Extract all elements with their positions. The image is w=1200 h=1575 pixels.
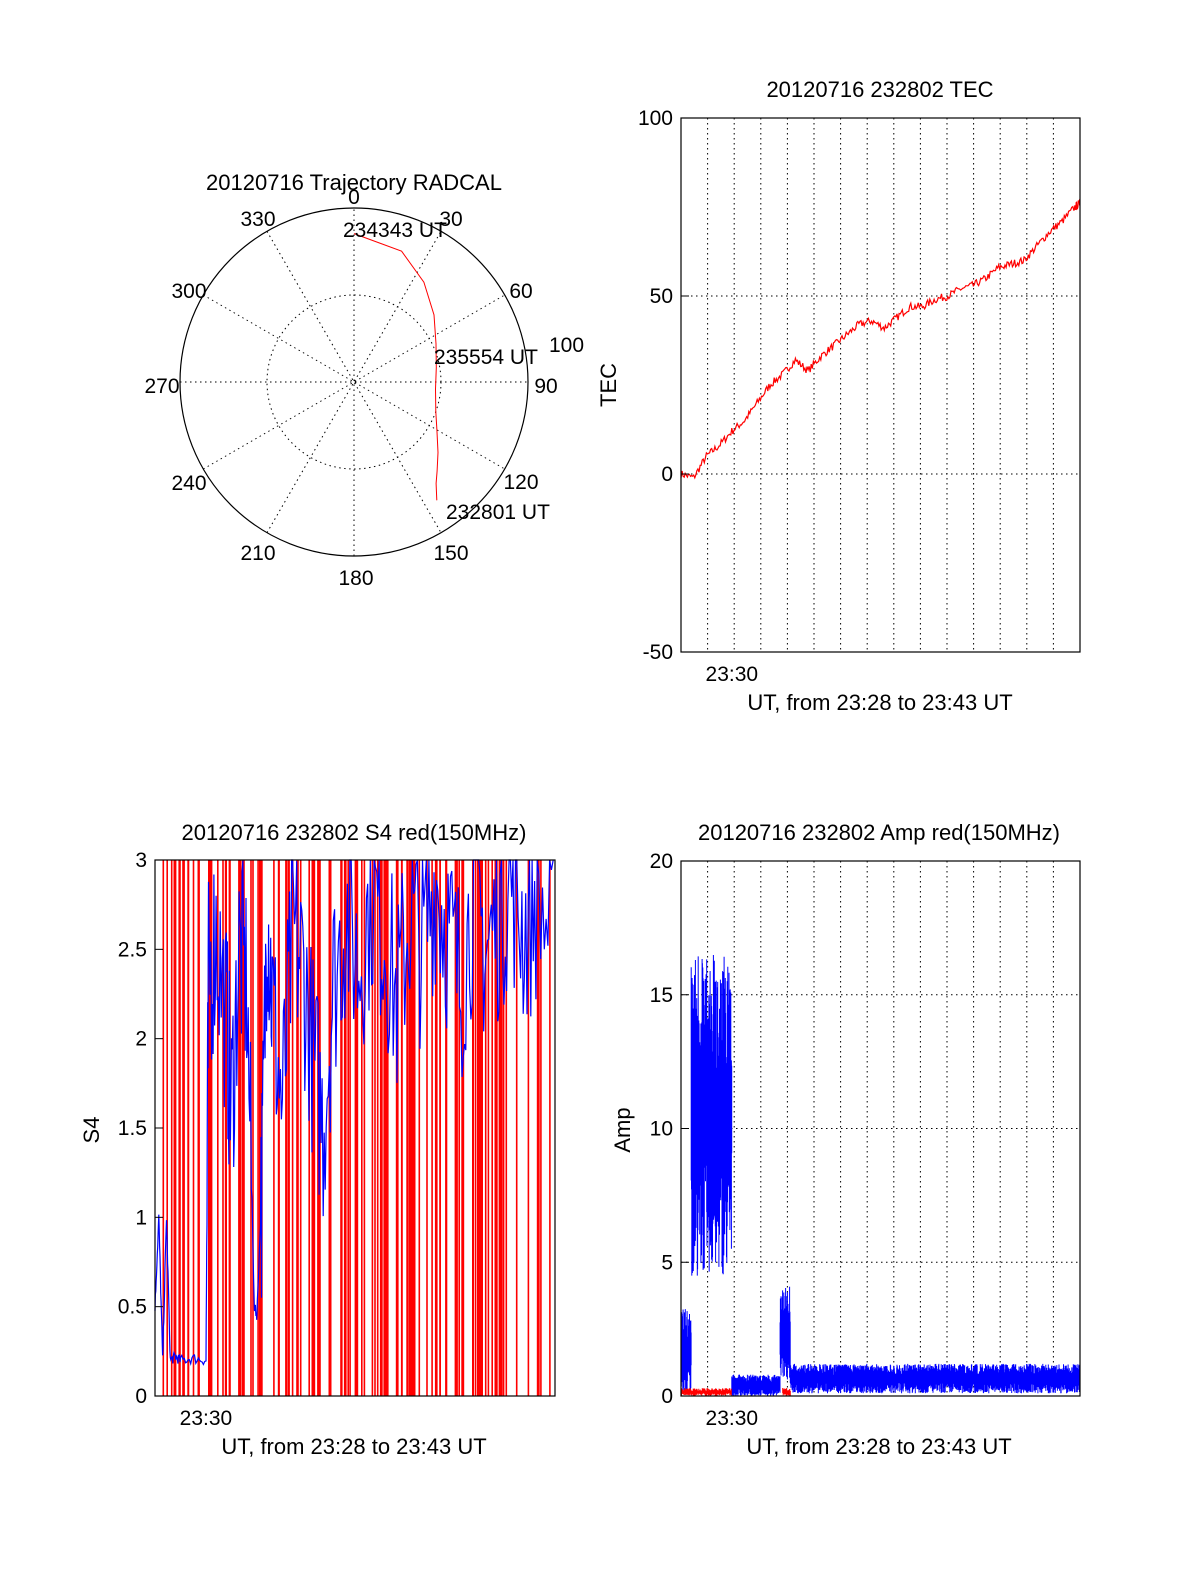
polar-annotation-start: 234343 UT	[343, 219, 447, 242]
y-tick-label: 0	[135, 1385, 147, 1408]
y-tick-label: 3	[135, 849, 147, 872]
amp-series-trace	[782, 1388, 791, 1396]
tec-xlabel: UT, from 23:28 to 23:43 UT	[747, 690, 1012, 715]
polar-angle-label: 90	[534, 375, 557, 398]
s4-plot: 20120716 232802 S4 red(150MHz) 3 2.5 2 1.5 1…	[79, 820, 556, 1459]
y-tick-label: 15	[650, 984, 673, 1007]
tec-ylabel: TEC	[596, 363, 621, 407]
tec-frame	[680, 117, 1081, 653]
polar-angle-label: 210	[240, 542, 275, 565]
s4-ylabel: S4	[79, 1117, 104, 1144]
polar-angle-label: 60	[509, 280, 532, 303]
polar-angle-label: 300	[171, 280, 206, 303]
polar-trajectory-line	[353, 233, 439, 501]
polar-angle-label: 120	[503, 471, 538, 494]
s4-yticks: 3 2.5 2 1.5 1 0.5 0	[118, 849, 163, 1408]
x-tick-label: 23:30	[706, 663, 759, 686]
polar-angle-label: 180	[338, 567, 373, 590]
amp-series-trace	[690, 955, 733, 1276]
y-tick-label: 0.5	[118, 1296, 147, 1319]
x-tick-label: 23:30	[180, 1407, 233, 1430]
y-tick-label: 100	[638, 107, 673, 130]
tec-xticks: 23:30	[706, 663, 759, 686]
s4-red-spikes-path	[162, 860, 551, 1396]
s4-xticks: 23:30	[180, 1407, 233, 1430]
y-tick-label: 0	[661, 1385, 673, 1408]
s4-xlabel: UT, from 23:28 to 23:43 UT	[221, 1434, 486, 1459]
amp-ylabel: Amp	[610, 1107, 635, 1152]
y-tick-label: 20	[650, 850, 673, 873]
s4-blue-series-line	[154, 859, 554, 1367]
tec-title: 20120716 232802 TEC	[766, 77, 993, 102]
y-tick-label: 10	[650, 1118, 673, 1141]
polar-angle-label: 330	[240, 208, 275, 231]
y-tick-label: 5	[661, 1251, 673, 1274]
polar-radius-label: 100	[549, 334, 584, 357]
amp-series-trace	[731, 1374, 781, 1396]
polar-angle-label: 270	[144, 375, 179, 398]
polar-angle-label: 240	[171, 472, 206, 495]
polar-spokes	[180, 208, 528, 556]
polar-trajectory-plot: 20120716 Trajectory RADCAL 0 30 60 90 120 150…	[144, 170, 584, 590]
amp-title: 20120716 232802 Amp red(150MHz)	[698, 820, 1060, 845]
polar-angle-labels: 0 30 60 90 120 150 180 210 240 270 300 330	[144, 186, 557, 590]
tec-series-line	[680, 198, 1081, 480]
s4-red-spikes	[162, 860, 551, 1396]
polar-inner-circle	[266, 294, 442, 470]
y-tick-label: 0	[661, 463, 673, 486]
amp-xticks: 23:30	[706, 1407, 759, 1430]
amp-series-trace	[680, 1388, 732, 1396]
amp-grid	[681, 861, 1080, 1396]
x-tick-label: 23:30	[706, 1407, 759, 1430]
y-tick-label: 1.5	[118, 1117, 147, 1140]
polar-spoke	[266, 231, 442, 533]
y-tick-label: -50	[643, 641, 673, 664]
amp-series-trace	[789, 1363, 1081, 1394]
amp-xlabel: UT, from 23:28 to 23:43 UT	[746, 1434, 1011, 1459]
y-tick-label: 2.5	[118, 938, 147, 961]
y-tick-label: 50	[650, 285, 673, 308]
polar-title: 20120716 Trajectory RADCAL	[206, 170, 502, 195]
polar-annotation-mid: 235554 UT	[434, 346, 538, 369]
polar-angle-label: 150	[433, 542, 468, 565]
polar-angle-label: 0	[348, 186, 360, 209]
amp-plot: 20120716 232802 Amp red(150MHz) 20 15 10 5 0…	[610, 820, 1081, 1459]
amp-series-trace	[680, 1309, 692, 1394]
polar-spoke	[203, 294, 505, 470]
polar-angle-label: 30	[439, 208, 462, 231]
tec-yticks: 100 50 0 -50	[638, 107, 689, 664]
s4-title: 20120716 232802 S4 red(150MHz)	[182, 820, 527, 845]
polar-annotation-end: 232801 UT	[446, 501, 550, 524]
amp-series-trace	[779, 1286, 791, 1380]
polar-spoke	[266, 231, 442, 533]
amp-blue-series	[680, 955, 1081, 1396]
amp-yticks: 20 15 10 5 0	[650, 850, 689, 1408]
tec-grid	[681, 118, 1080, 652]
y-tick-label: 1	[135, 1206, 147, 1229]
polar-spoke	[203, 294, 505, 470]
amp-frame	[680, 860, 1081, 1397]
y-tick-label: 2	[135, 1028, 147, 1051]
